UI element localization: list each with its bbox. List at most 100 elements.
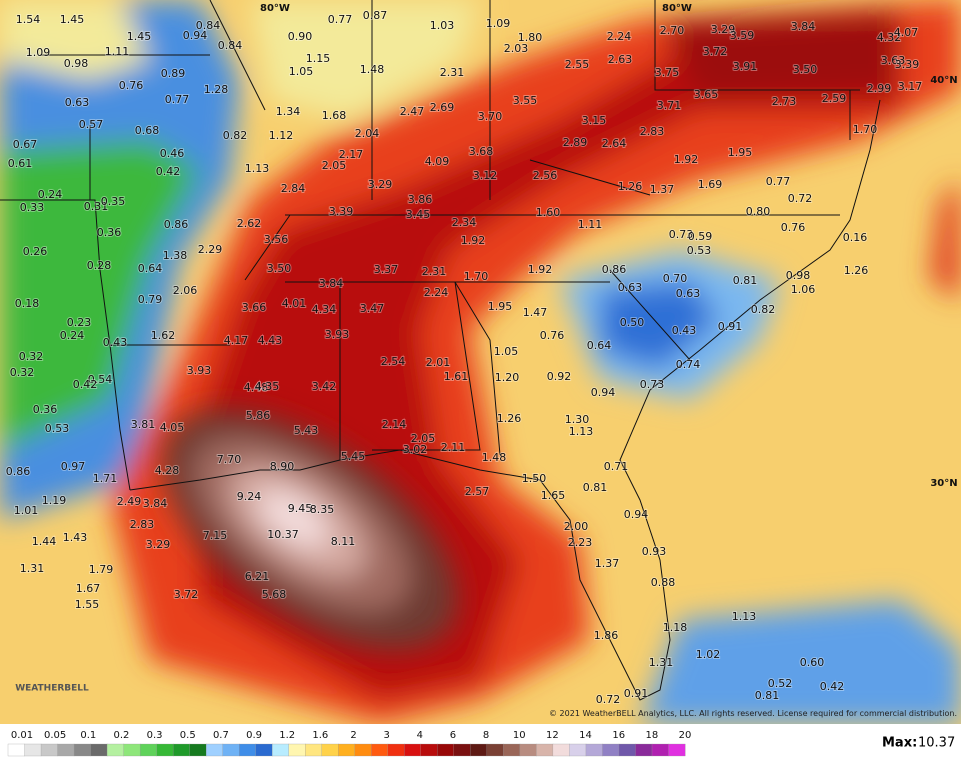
precip-label: 1.31 — [20, 562, 45, 575]
precip-label: 0.81 — [583, 481, 608, 494]
precip-label: 3.68 — [469, 145, 494, 158]
precip-label: 1.09 — [26, 46, 51, 59]
legend-tick: 10 — [513, 730, 526, 741]
precip-label: 8.90 — [270, 460, 295, 473]
precip-label: 0.90 — [288, 30, 313, 43]
precip-label: 2.89 — [563, 136, 588, 149]
precip-label: 0.59 — [688, 230, 713, 243]
precip-label: 7.15 — [203, 529, 228, 542]
precip-label: 0.32 — [19, 350, 44, 363]
precip-label: 0.36 — [33, 403, 58, 416]
precip-label: 0.86 — [6, 465, 31, 478]
precip-label: 3.66 — [242, 301, 267, 314]
precip-label: 0.57 — [79, 118, 104, 131]
precip-label: 0.36 — [97, 226, 122, 239]
legend-swatch — [239, 743, 257, 757]
precip-label: 4.35 — [255, 380, 280, 393]
precip-label: 3.39 — [895, 58, 920, 71]
precip-label: 3.93 — [187, 364, 212, 377]
precip-label: 1.30 — [565, 413, 590, 426]
precip-label: 2.24 — [607, 30, 632, 43]
precip-label: 1.05 — [494, 345, 519, 358]
precip-label: 2.34 — [452, 216, 477, 229]
legend-swatch — [57, 743, 75, 757]
precip-label: 2.54 — [381, 355, 406, 368]
precip-label: 0.81 — [733, 274, 758, 287]
precip-label: 0.81 — [755, 689, 780, 702]
legend-swatch — [618, 743, 636, 757]
precip-label: 1.69 — [698, 178, 723, 191]
precip-label: 4.48 — [244, 381, 269, 394]
precip-label: 0.42 — [156, 165, 181, 178]
precip-label: 0.42 — [820, 680, 845, 693]
precip-label: 1.34 — [276, 105, 301, 118]
precip-label: 0.32 — [10, 366, 35, 379]
precip-label: 3.84 — [791, 20, 816, 33]
precip-label: 1.95 — [728, 146, 753, 159]
precip-label: 2.24 — [424, 286, 449, 299]
precip-label: 1.26 — [618, 180, 643, 193]
precip-label: 1.13 — [732, 610, 757, 623]
precip-label: 3.71 — [657, 99, 682, 112]
precip-label: 0.82 — [751, 303, 776, 316]
precip-label: 0.52 — [768, 677, 793, 690]
precip-label: 0.73 — [669, 228, 694, 241]
legend-tick: 6 — [450, 730, 456, 741]
precip-label: 0.72 — [788, 192, 813, 205]
precip-label: 0.77 — [328, 13, 353, 26]
legend-swatch — [156, 743, 174, 757]
legend-swatch — [552, 743, 570, 757]
precip-label: 1.45 — [127, 30, 152, 43]
graticule-label: 80°W — [662, 3, 692, 14]
legend-swatch — [189, 743, 207, 757]
legend-swatch — [106, 743, 125, 757]
precip-label: 3.70 — [478, 110, 503, 123]
precip-label: 10.37 — [267, 528, 299, 541]
precip-label: 8.11 — [331, 535, 356, 548]
precip-label: 1.26 — [497, 412, 522, 425]
precip-label: 1.09 — [486, 17, 511, 30]
precip-label: 1.65 — [541, 489, 566, 502]
precip-label: 5.43 — [294, 424, 319, 437]
precip-label: 2.06 — [173, 284, 198, 297]
precip-label: 0.89 — [161, 67, 186, 80]
precip-label: 0.53 — [45, 422, 70, 435]
precip-label: 2.59 — [822, 92, 847, 105]
precip-label: 3.42 — [312, 380, 337, 393]
precip-label: 0.67 — [13, 138, 38, 151]
precip-label: 0.74 — [676, 358, 701, 371]
precip-label: 0.71 — [604, 460, 629, 473]
precip-label: 1.47 — [523, 306, 548, 319]
precip-label: 0.18 — [15, 297, 40, 310]
precip-label: 2.83 — [130, 518, 155, 531]
precip-label: 3.29 — [146, 538, 171, 551]
precip-label: 3.56 — [264, 233, 289, 246]
precip-label: 1.70 — [853, 123, 878, 136]
precip-label: 3.29 — [368, 178, 393, 191]
precip-label: 2.17 — [339, 148, 364, 161]
precip-label: 1.54 — [16, 13, 41, 26]
precip-label: 2.31 — [440, 66, 465, 79]
precip-label: 1.92 — [461, 234, 486, 247]
legend-tick: 0.2 — [113, 730, 129, 741]
precip-label: 3.15 — [582, 114, 607, 127]
precip-label: 1.11 — [578, 218, 603, 231]
legend-swatch — [255, 743, 273, 757]
legend-swatch — [7, 743, 25, 757]
precip-label: 3.84 — [143, 497, 168, 510]
legend-swatch — [453, 743, 471, 757]
legend-swatch — [585, 743, 603, 757]
logo: WEATHERBELL — [15, 684, 89, 694]
precip-label: 2.99 — [867, 82, 892, 95]
precip-label: 3.47 — [360, 302, 385, 315]
precip-label: 0.68 — [135, 124, 160, 137]
legend-tick: 0.3 — [147, 730, 163, 741]
precip-label: 3.84 — [319, 277, 344, 290]
precip-label: 2.83 — [640, 125, 665, 138]
precip-label: 2.05 — [322, 159, 347, 172]
precip-label: 0.93 — [642, 545, 667, 558]
legend-swatch — [321, 743, 339, 757]
precip-label: 0.31 — [84, 200, 109, 213]
precip-label: 1.70 — [464, 270, 489, 283]
precip-label: 2.11 — [441, 441, 466, 454]
